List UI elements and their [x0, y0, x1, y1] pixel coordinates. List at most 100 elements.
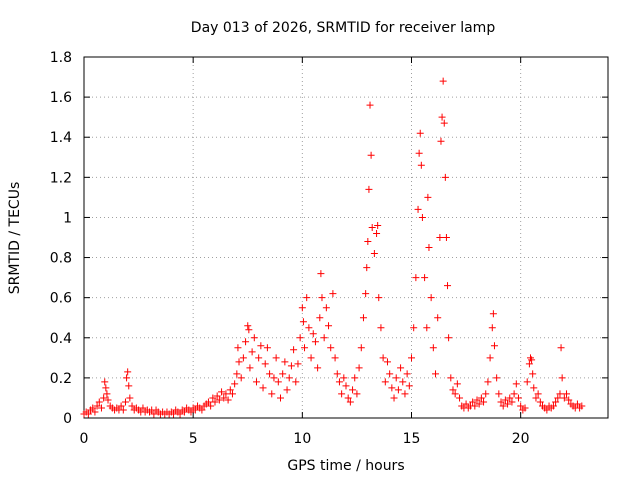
data-point [486, 354, 494, 362]
data-point [549, 402, 557, 410]
data-point [213, 392, 221, 400]
data-point [390, 394, 398, 402]
data-point [373, 229, 381, 237]
data-point [176, 410, 184, 418]
data-point [386, 370, 394, 378]
data-point [234, 344, 242, 352]
data-point [245, 326, 253, 334]
data-point [329, 290, 337, 298]
data-point [410, 324, 418, 332]
data-point [218, 388, 226, 396]
data-point [298, 304, 306, 312]
data-point [327, 344, 335, 352]
data-point [521, 404, 529, 412]
data-point [317, 270, 325, 278]
data-point [285, 374, 293, 382]
data-point [421, 274, 429, 282]
y-tick-label: 1.4 [50, 130, 72, 146]
data-point [355, 364, 363, 372]
data-point [93, 402, 101, 410]
data-point [401, 390, 409, 398]
data-point [124, 368, 132, 376]
data-point [415, 149, 423, 157]
grid [84, 57, 608, 418]
data-point [320, 334, 328, 342]
chart-title: Day 013 of 2026, SRMTID for receiver lam… [191, 20, 496, 36]
x-tick-label: 20 [512, 431, 530, 447]
data-point [383, 358, 391, 366]
data-point [424, 193, 432, 201]
data-point [403, 370, 411, 378]
data-point [442, 234, 450, 241]
data-point [381, 378, 389, 386]
data-point [517, 402, 525, 410]
data-point [436, 234, 444, 241]
data-point [318, 294, 326, 302]
y-tick-label: 1.8 [50, 50, 72, 66]
data-point [514, 394, 522, 402]
data-point [399, 378, 407, 386]
data-point [255, 354, 263, 362]
data-point [316, 314, 324, 322]
data-point [103, 390, 111, 398]
data-point [508, 398, 516, 406]
data-point [363, 264, 371, 272]
data-point [353, 390, 361, 398]
data-point [220, 394, 228, 402]
data-point [557, 344, 565, 352]
x-tick-label: 10 [293, 431, 311, 447]
data-point [314, 364, 322, 372]
data-point [379, 354, 387, 362]
x-tick-label: 15 [403, 431, 421, 447]
data-point [429, 344, 437, 352]
data-point [335, 378, 343, 386]
data-point [349, 386, 357, 394]
data-point [528, 356, 536, 364]
data-point [453, 380, 461, 388]
data-point [423, 324, 431, 332]
data-point [279, 370, 287, 378]
data-point [180, 408, 188, 416]
data-point [534, 390, 542, 398]
data-point [104, 396, 112, 404]
data-point [294, 360, 302, 368]
data-point [170, 410, 178, 418]
data-point [556, 390, 564, 398]
data-point [359, 314, 367, 322]
data-point [375, 294, 383, 302]
data-point [226, 386, 234, 394]
data-point [351, 374, 359, 382]
data-point [231, 380, 239, 388]
data-point [261, 360, 269, 368]
y-tick-label: 1.2 [50, 170, 72, 186]
data-point [309, 330, 317, 338]
data-point [510, 390, 518, 398]
data-point [187, 408, 195, 416]
data-point [290, 346, 298, 354]
data-point [338, 390, 346, 398]
data-point [489, 310, 497, 318]
data-point [365, 185, 373, 193]
x-tick-label: 5 [189, 431, 198, 447]
data-point [91, 408, 99, 416]
data-point [246, 364, 254, 372]
data-point [456, 394, 464, 402]
data-point [248, 348, 256, 356]
data-point [447, 374, 455, 382]
data-point [558, 374, 566, 382]
data-point [342, 382, 350, 390]
data-point [270, 374, 278, 382]
data-point [95, 398, 103, 406]
data-point [281, 358, 289, 366]
data-point [377, 324, 385, 332]
data-point [397, 364, 405, 372]
data-point [362, 290, 370, 298]
data-point [233, 370, 241, 378]
data-point [296, 334, 304, 342]
data-point [495, 390, 503, 398]
data-point [434, 314, 442, 322]
data-point [215, 396, 223, 404]
data-point [565, 396, 573, 404]
data-point [552, 398, 560, 406]
